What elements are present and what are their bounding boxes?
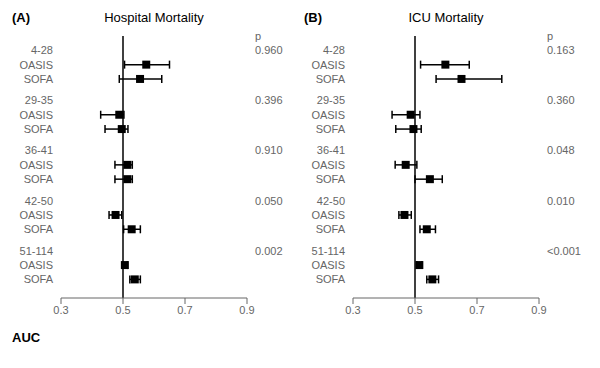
svg-text:SOFA: SOFA <box>24 123 54 135</box>
svg-text:4-28: 4-28 <box>323 44 345 56</box>
svg-text:0.050: 0.050 <box>255 195 283 207</box>
svg-text:OASIS: OASIS <box>311 109 345 121</box>
svg-text:SOFA: SOFA <box>316 173 346 185</box>
svg-text:OASIS: OASIS <box>19 109 53 121</box>
svg-text:36-41: 36-41 <box>25 144 53 156</box>
svg-text:SOFA: SOFA <box>316 223 346 235</box>
svg-text:0.5: 0.5 <box>407 304 422 316</box>
svg-text:0.7: 0.7 <box>177 304 192 316</box>
svg-text:0.163: 0.163 <box>547 44 575 56</box>
svg-text:p: p <box>255 30 261 42</box>
html-text:(A): (A) <box>12 10 30 25</box>
svg-text:42-50: 42-50 <box>25 195 53 207</box>
svg-text:SOFA: SOFA <box>24 173 54 185</box>
svg-text:OASIS: OASIS <box>311 209 345 221</box>
svg-text:0.910: 0.910 <box>255 144 283 156</box>
svg-text:0.3: 0.3 <box>53 304 68 316</box>
svg-text:0.010: 0.010 <box>547 195 575 207</box>
html-text:AUC: AUC <box>12 330 41 345</box>
svg-text:0.048: 0.048 <box>547 144 575 156</box>
svg-text:OASIS: OASIS <box>311 59 345 71</box>
html-text:(B): (B) <box>304 10 322 25</box>
svg-text:4-28: 4-28 <box>31 44 53 56</box>
svg-text:51-114: 51-114 <box>312 245 345 257</box>
svg-text:SOFA: SOFA <box>24 273 54 285</box>
svg-text:OASIS: OASIS <box>19 159 53 171</box>
svg-text:0.9: 0.9 <box>239 304 254 316</box>
svg-text:0.960: 0.960 <box>255 44 283 56</box>
svg-text:<0.001: <0.001 <box>547 245 581 257</box>
html-text:ICU Mortality: ICU Mortality <box>408 10 484 25</box>
svg-text:0.7: 0.7 <box>469 304 484 316</box>
svg-text:SOFA: SOFA <box>24 223 54 235</box>
svg-text:42-50: 42-50 <box>317 195 345 207</box>
svg-text:0.5: 0.5 <box>115 304 130 316</box>
svg-text:SOFA: SOFA <box>24 73 54 85</box>
svg-text:29-35: 29-35 <box>317 94 345 106</box>
svg-text:29-35: 29-35 <box>25 94 53 106</box>
svg-text:OASIS: OASIS <box>19 259 53 271</box>
svg-text:SOFA: SOFA <box>316 73 346 85</box>
svg-text:51-114: 51-114 <box>20 245 53 257</box>
svg-text:0.396: 0.396 <box>255 94 283 106</box>
svg-text:SOFA: SOFA <box>316 123 346 135</box>
svg-text:OASIS: OASIS <box>19 209 53 221</box>
svg-text:OASIS: OASIS <box>311 159 345 171</box>
svg-text:36-41: 36-41 <box>317 144 345 156</box>
svg-text:OASIS: OASIS <box>311 259 345 271</box>
svg-text:0.3: 0.3 <box>345 304 360 316</box>
svg-text:0.360: 0.360 <box>547 94 575 106</box>
svg-text:OASIS: OASIS <box>19 59 53 71</box>
svg-text:0.9: 0.9 <box>531 304 546 316</box>
svg-text:SOFA: SOFA <box>316 273 346 285</box>
svg-text:0.002: 0.002 <box>255 245 283 257</box>
html-text:Hospital Mortality: Hospital Mortality <box>104 10 204 25</box>
svg-text:p: p <box>547 30 553 42</box>
